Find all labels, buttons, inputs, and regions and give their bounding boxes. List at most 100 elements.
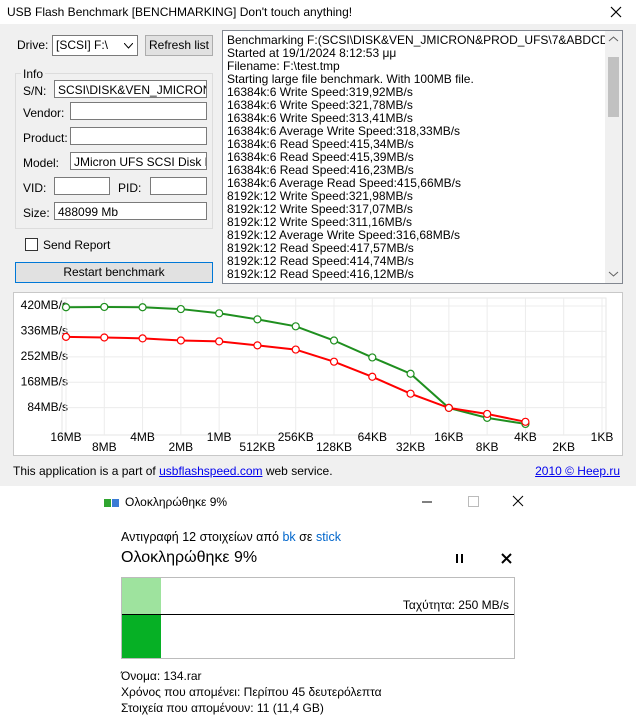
x-tick-label: 8MB	[92, 440, 117, 454]
x-tick-label: 64KB	[358, 430, 387, 444]
copy-dialog-title: Ολοκληρώθηκε 9%	[125, 495, 228, 509]
model-field[interactable]: JMicron UFS SCSI Disk Dev	[70, 152, 207, 170]
refresh-button[interactable]: Refresh list	[145, 35, 213, 56]
send-report-checkbox[interactable]	[25, 238, 38, 251]
copy-description: Αντιγραφή 12 στοιχείων από bk σε stick	[121, 530, 341, 544]
log-line: 16384k:6 Average Read Speed:415,66MB/s	[227, 177, 461, 190]
info-group-label: Info	[21, 67, 46, 81]
pid-label: PID:	[118, 181, 142, 195]
copy-heading: Ολοκληρώθηκε 9%	[121, 549, 258, 566]
data-point	[138, 334, 147, 343]
log-line: 8192k:12 Write Speed:317,07MB/s	[227, 203, 413, 216]
drive-label: Drive:	[17, 38, 49, 52]
y-tick-label: 336MB/s	[21, 324, 68, 338]
copy-controls	[456, 553, 512, 564]
footer-suffix: web service.	[265, 464, 333, 478]
copy-source[interactable]: bk	[282, 530, 296, 544]
log-line: Started at 19/1/2024 8:12:53 μμ	[227, 47, 397, 60]
log-line: 16384k:6 Write Speed:319,92MB/s	[227, 86, 413, 99]
x-tick-label: 1KB	[591, 430, 614, 444]
heep-link[interactable]: 2010 © Heep.ru	[535, 464, 620, 478]
data-point	[138, 303, 147, 312]
log-line: 8192k:12 Read Speed:416,12MB/s	[227, 268, 414, 281]
data-point	[253, 315, 262, 324]
x-tick-label: 256KB	[278, 430, 314, 444]
detail-label: Όνομα:	[121, 669, 161, 683]
data-point	[406, 389, 415, 398]
speed-graph: Ταχύτητα: 250 MB/s	[121, 577, 515, 659]
pid-field[interactable]	[150, 177, 207, 195]
drive-value: [SCSI] F:\	[56, 38, 109, 52]
log-box: Benchmarking F:(SCSI\DISK&VEN_JMICRON&PR…	[222, 30, 623, 284]
x-tick-label: 512KB	[239, 440, 275, 454]
log-line: 16384k:6 Write Speed:321,78MB/s	[227, 99, 413, 112]
vendor-field[interactable]	[70, 102, 207, 120]
data-point	[406, 369, 415, 378]
sn-label: S/N:	[23, 84, 47, 98]
product-field[interactable]	[70, 127, 207, 145]
pause[interactable]	[456, 554, 463, 563]
x-tick-label: 2KB	[552, 440, 575, 454]
x-tick-label: 16KB	[434, 430, 463, 444]
scrollbar[interactable]	[605, 31, 622, 283]
detail-value: 134.rar	[163, 669, 202, 683]
x-tick-label: 128KB	[316, 440, 352, 454]
copy-icon	[104, 499, 119, 507]
product-label: Product:	[23, 131, 68, 145]
log-line: Benchmarking F:(SCSI\DISK&VEN_JMICRON&PR…	[227, 34, 605, 47]
data-point	[100, 302, 109, 312]
data-point	[215, 337, 224, 346]
detail-row: Όνομα: 134.rar	[121, 668, 382, 684]
data-point	[215, 309, 224, 318]
log-lines: Benchmarking F:(SCSI\DISK&VEN_JMICRON&PR…	[227, 34, 605, 281]
drive-select[interactable]: [SCSI] F:\	[52, 35, 138, 56]
x-tick-label: 4MB	[130, 430, 155, 444]
data-point	[483, 409, 492, 419]
data-point	[521, 417, 530, 426]
size-field[interactable]: 488099 Mb	[54, 202, 207, 220]
log-line: 16384k:6 Read Speed:415,34MB/s	[227, 138, 414, 151]
footer-link[interactable]: usbflashspeed.com	[159, 464, 263, 478]
y-tick-label: 168MB/s	[21, 374, 68, 388]
detail-value: Περίπου 45 δευτερόλεπτα	[243, 685, 382, 699]
copy-target[interactable]: stick	[315, 530, 341, 544]
detail-row: Χρόνος που απομένει: Περίπου 45 δευτερόλ…	[121, 684, 382, 700]
sn-field[interactable]: SCSI\DISK&VEN_JMICRON&P	[54, 80, 207, 98]
data-point	[253, 341, 262, 350]
x-tick-label: 16MB	[50, 430, 81, 444]
log-line: 8192k:12 Write Speed:311,16MB/s	[227, 216, 413, 229]
close[interactable]	[512, 495, 524, 507]
log-line: 16384k:6 Write Speed:313,41MB/s	[227, 112, 413, 125]
maximize[interactable]	[468, 496, 479, 507]
speed-label: Ταχύτητα: 250 MB/s	[402, 598, 509, 612]
chart: 84MB/s 168MB/s 252MB/s 336MB/s 420MB/s 16MB 8M…	[13, 292, 623, 456]
data-point	[61, 303, 71, 312]
size-label: Size:	[23, 206, 50, 220]
detail-label: Χρόνος που απομένει:	[121, 685, 241, 699]
x-tick-label: 2MB	[169, 440, 194, 454]
log-line: Starting large file benchmark. With 100M…	[227, 73, 474, 86]
x-tick-label: 1MB	[207, 430, 232, 444]
data-point	[291, 322, 300, 331]
log-line: 16384k:6 Read Speed:416,23MB/s	[227, 164, 414, 177]
data-point	[291, 345, 300, 354]
vid-label: VID:	[23, 181, 47, 195]
log-line: Filename: F:\test.tmp	[227, 60, 340, 73]
data-point	[61, 332, 71, 341]
model-label: Model:	[23, 156, 60, 170]
info-group	[15, 73, 213, 229]
x-tick-label: 4KB	[514, 430, 537, 444]
footer-text: This application is a part of usbflashsp…	[13, 464, 333, 478]
window-title: USB Flash Benchmark [BENCHMARKING] Don't…	[7, 5, 353, 19]
cancel[interactable]	[501, 553, 512, 564]
vid-field[interactable]	[54, 177, 110, 195]
y-tick-label: 252MB/s	[21, 349, 68, 363]
data-point	[176, 304, 185, 314]
send-report-label: Send Report	[43, 238, 111, 252]
restart-button[interactable]: Restart benchmark	[15, 262, 213, 283]
data-point	[329, 336, 339, 345]
copy-prefix: Αντιγραφή 12 στοιχείων από	[121, 530, 279, 544]
close-button[interactable]	[610, 6, 622, 18]
data-point	[176, 336, 185, 345]
